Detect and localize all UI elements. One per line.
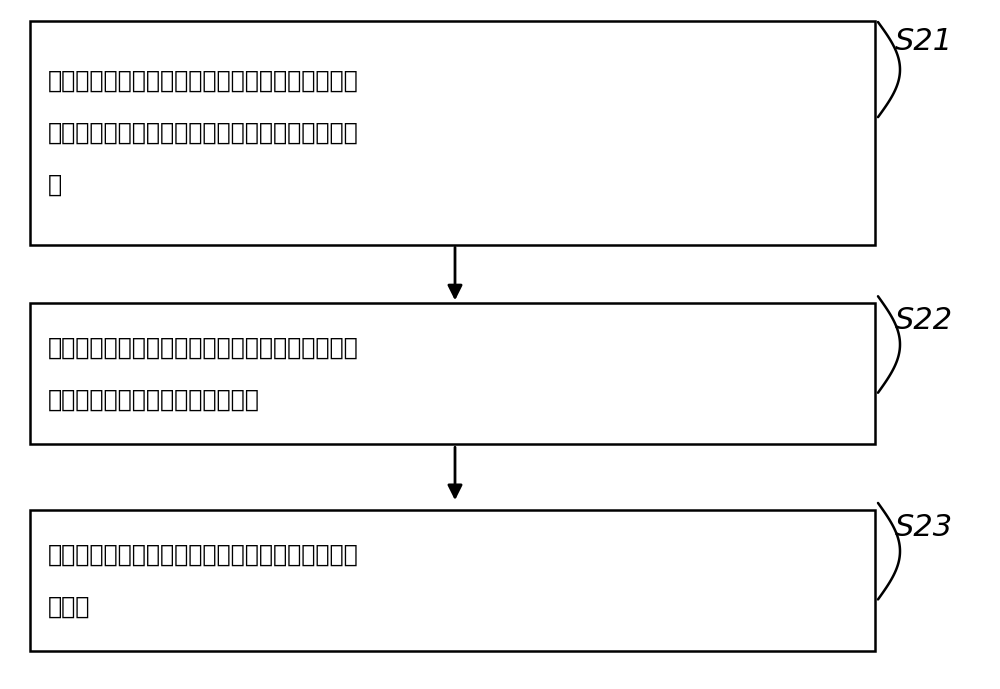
Text: 根据所述被测物体的速度检测范围设计带通滤波器: 根据所述被测物体的速度检测范围设计带通滤波器 — [48, 69, 359, 93]
Text: 长度计算所述运动信号的截取段数: 长度计算所述运动信号的截取段数 — [48, 388, 260, 411]
Bar — [30, 510, 875, 651]
Text: S22: S22 — [895, 306, 953, 335]
Text: 根据所述截取段数对滤波后的所述运动信号进行数: 根据所述截取段数对滤波后的所述运动信号进行数 — [48, 543, 359, 566]
Bar — [30, 303, 875, 444]
Text: S23: S23 — [895, 513, 953, 542]
Text: 理: 理 — [48, 172, 62, 196]
Text: ，通过所述带通滤波器将所述运动信号进行滤波处: ，通过所述带通滤波器将所述运动信号进行滤波处 — [48, 121, 359, 145]
Text: S21: S21 — [895, 27, 953, 56]
Bar — [30, 21, 875, 245]
Text: 根据所述运动信号中的数据总点数与所述数据加窗: 根据所述运动信号中的数据总点数与所述数据加窗 — [48, 336, 359, 360]
Text: 据分段: 据分段 — [48, 595, 90, 618]
